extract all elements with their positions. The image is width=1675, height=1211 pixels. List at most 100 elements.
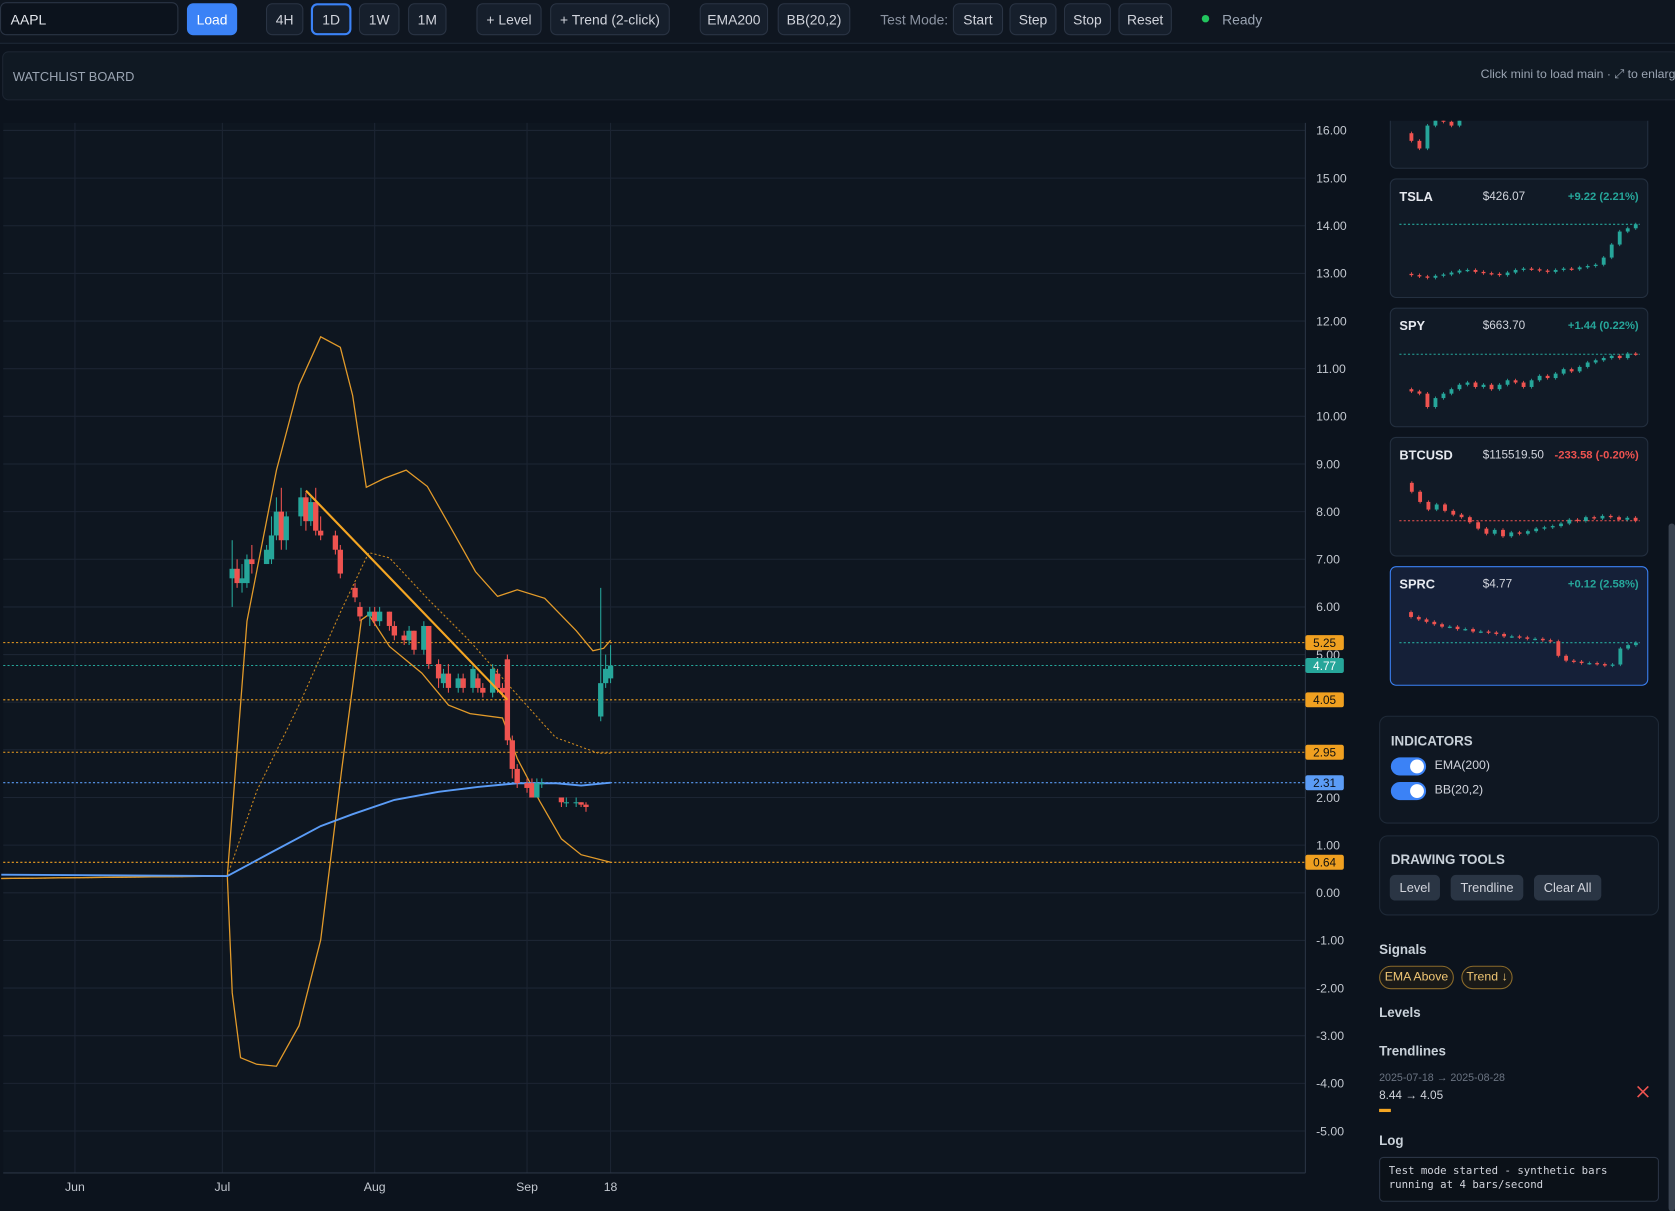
mini-candle [1476,522,1481,529]
mini-candle [1471,629,1475,632]
candle-body [249,559,255,565]
mini-candle [1537,269,1542,271]
test-button[interactable]: Reset [1118,3,1172,36]
symbol-input[interactable]: AAPL [0,2,179,36]
test-button[interactable]: Step [1009,3,1057,36]
tool-button[interactable]: + Trend (2-click) [550,3,670,36]
watchlist-card[interactable]: BTCUSD $115519.50 -233.58 (-0.20%) [1389,436,1649,557]
candle-body [367,611,373,617]
watchlist-card[interactable]: SPRC $4.77 +0.12 (2.58%) [1389,566,1649,686]
test-button[interactable]: Start [952,3,1004,36]
mini-candle [1617,517,1621,520]
mini-candle [1449,121,1454,126]
toggle[interactable] [1390,781,1427,801]
tool-button[interactable]: Trendline [1450,874,1524,901]
mini-candle [1505,380,1510,385]
mini-candle [1569,268,1574,270]
tool-button[interactable]: + Level [476,3,542,36]
tool-button[interactable]: Level [1389,874,1440,901]
panel-title: DRAWING TOOLS [1390,852,1505,868]
candle-body [563,802,570,804]
indicator-button[interactable]: EMA200 [699,3,769,36]
price-tag-label: 2.31 [1313,777,1336,790]
watchlist-card[interactable]: TSLA $426.07 +9.22 (2.21%) [1389,178,1649,299]
candle-body [426,625,432,665]
bb-lower [1,613,611,1067]
mini-candle [1478,631,1483,633]
mini-candle [1481,384,1486,387]
candle-body [298,497,304,517]
candle-body [514,768,520,784]
mini-candle [1561,369,1566,374]
tool-button[interactable]: Clear All [1533,874,1602,901]
section-title: Log [1379,1133,1404,1149]
y-tick-label: 15.00 [1316,171,1347,185]
candle-body [376,611,383,622]
candle-body [475,678,481,688]
delete-trendline[interactable] [1637,1085,1650,1098]
watchlist-card[interactable] [1389,120,1649,169]
mini-candle [1545,270,1550,272]
toggle-label: EMA(200) [1434,759,1490,773]
mini-candle [1617,231,1622,245]
mini-candle [1505,272,1510,276]
price-tag [1305,658,1344,673]
mini-candle [1459,514,1464,518]
timeframe-button[interactable]: 1D [310,3,352,36]
price-tag [1305,692,1344,708]
mini-candle [1513,380,1518,383]
y-tick-label: 11.00 [1316,362,1346,376]
mini-candle [1494,632,1499,634]
mini-candle [1440,624,1444,627]
candle-body [263,549,270,565]
mini-candle [1633,224,1638,229]
toggle[interactable] [1390,757,1427,776]
mini-candle [1417,275,1422,277]
mini-candle [1449,389,1454,394]
mini-candle [1433,275,1438,278]
candle-body [489,668,496,693]
price-tag [1305,635,1344,651]
timeframe-button[interactable]: 1W [358,3,400,36]
candle-body [578,802,584,805]
candle-body [317,530,324,536]
mini-candle [1593,264,1598,267]
watchlist-card[interactable]: SPY $663.70 +1.44 (0.22%) [1389,307,1649,428]
candle-body [234,568,240,584]
price-tag-label: 4.05 [1313,694,1336,707]
mini-candle [1618,648,1623,665]
mini-candle [1432,621,1437,625]
indicator-button[interactable]: BB(20,2) [777,3,851,36]
mini-candle [1521,268,1526,270]
mini-candle [1409,273,1414,276]
load-button[interactable]: Load [186,3,238,36]
y-tick-label: -5.00 [1316,1124,1344,1138]
candle-body [303,497,309,522]
bb-upper [1,335,612,880]
timeframe-button[interactable]: 4H [265,3,304,36]
chart-area [3,122,1306,1173]
toggle-label: BB(20,2) [1434,784,1484,797]
test-button[interactable]: Stop [1063,3,1111,36]
test-mode-label: Test Mode: [880,11,949,28]
mini-candle [1481,271,1486,274]
main-chart[interactable]: 16.00 15.00 14.00 13.00 12.00 11.00 10.00 9.00 8… [0,0,1369,1211]
mini-candle [1553,269,1558,272]
candle-body [440,673,447,684]
mini-candle [1457,270,1462,273]
mini-candle [1409,133,1414,141]
y-tick-label: -2.00 [1316,981,1344,995]
mini-candle [1509,636,1514,638]
mini-chart [1399,351,1640,409]
mini-candle [1585,362,1590,367]
candle-body [494,673,501,688]
mini-candle [1497,384,1502,390]
timeframe-button[interactable]: 1M [408,3,447,36]
y-tick-label: 10.00 [1316,410,1347,424]
candle-body [460,678,466,688]
price-tag-label: 2.95 [1313,747,1336,760]
mini-candle [1484,528,1489,534]
price-tag-label: 5.25 [1313,637,1336,650]
mini-candle [1465,382,1470,385]
bb-middle [1,551,611,880]
